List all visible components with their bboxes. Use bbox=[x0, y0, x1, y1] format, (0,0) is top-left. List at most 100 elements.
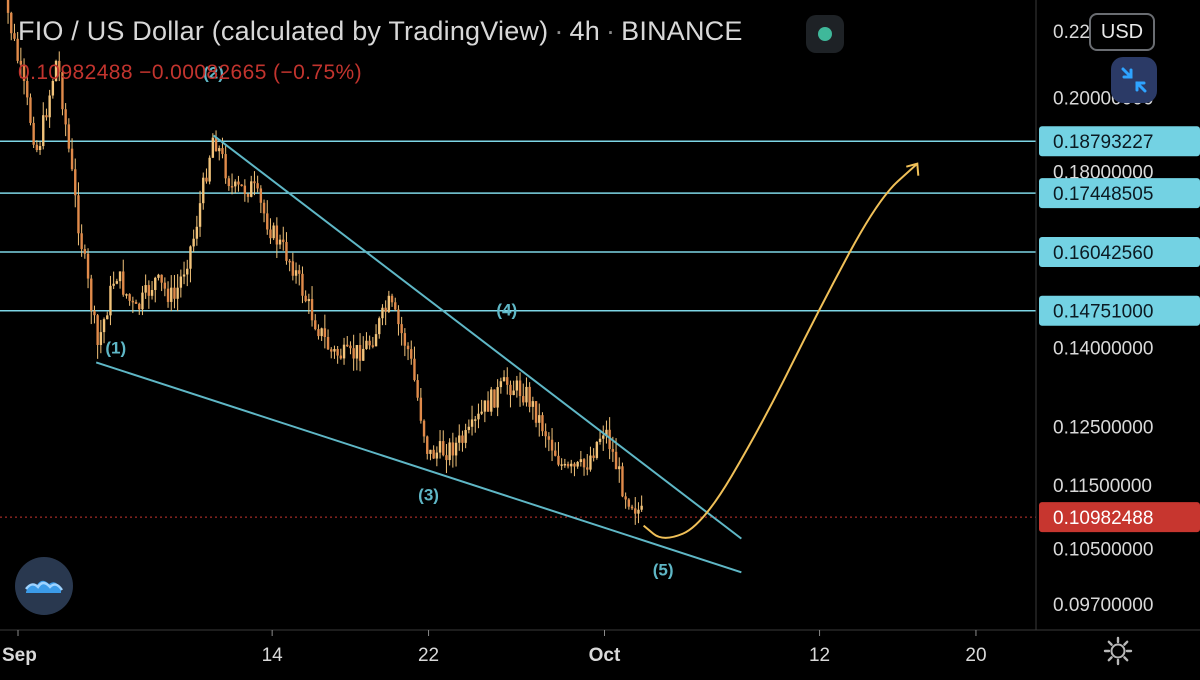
time-axis[interactable]: Sep 14 22 Oct 12 20 bbox=[0, 629, 1200, 666]
candle-body bbox=[413, 358, 416, 381]
candle-body bbox=[480, 411, 483, 414]
candle-body bbox=[86, 253, 90, 279]
candle-body bbox=[602, 435, 605, 439]
candle-body bbox=[288, 260, 291, 263]
candle-body bbox=[518, 380, 522, 397]
market-status-icon[interactable] bbox=[806, 15, 844, 53]
symbol-title[interactable]: FIO / US Dollar (calculated by TradingVi… bbox=[18, 16, 549, 46]
candle-body bbox=[6, 0, 10, 13]
candle-body bbox=[51, 81, 55, 96]
candle-body bbox=[240, 184, 243, 187]
candle-body bbox=[256, 183, 259, 189]
candle-body bbox=[253, 181, 256, 184]
candle-body bbox=[406, 345, 410, 350]
candle-body bbox=[99, 332, 103, 345]
candle-body bbox=[176, 287, 179, 299]
candle-body bbox=[336, 349, 339, 356]
candle-body bbox=[579, 459, 583, 462]
time-tick-label: 22 bbox=[418, 645, 439, 666]
candle-body bbox=[586, 467, 589, 470]
candle-body bbox=[502, 377, 506, 382]
candle-body bbox=[189, 246, 192, 269]
price-change-line: 0.10982488 −0.00082665 (−0.75%) bbox=[18, 61, 363, 84]
wave-label: (4) bbox=[496, 301, 517, 320]
candle-body bbox=[374, 334, 378, 347]
candle-body bbox=[29, 97, 32, 123]
level-price-label: 0.18793227 bbox=[1053, 132, 1153, 153]
candle-body bbox=[96, 315, 99, 345]
candle-body bbox=[387, 295, 391, 312]
candle-body bbox=[403, 333, 407, 346]
candle-body bbox=[544, 431, 547, 437]
time-tick-label: 20 bbox=[965, 645, 986, 666]
candle-body bbox=[589, 455, 592, 470]
candle-body bbox=[630, 506, 634, 509]
candle-body bbox=[634, 508, 637, 514]
candle-body bbox=[358, 344, 362, 361]
candle-body bbox=[416, 380, 419, 398]
candle-body bbox=[538, 415, 541, 423]
currency-button[interactable]: USD bbox=[1089, 13, 1155, 51]
candle-body bbox=[442, 441, 445, 456]
candle-body bbox=[122, 271, 125, 295]
candle-body bbox=[640, 505, 643, 510]
wave-label: (2) bbox=[203, 64, 224, 83]
candle-body bbox=[307, 299, 311, 302]
candle-body bbox=[182, 274, 186, 277]
last-price-tag bbox=[1039, 502, 1200, 533]
candle-body bbox=[384, 307, 387, 312]
candle-body bbox=[35, 144, 39, 151]
candle-body bbox=[179, 276, 183, 288]
gear-icon[interactable] bbox=[1103, 636, 1133, 666]
candle-body bbox=[323, 328, 327, 337]
interval-label[interactable]: 4h bbox=[569, 16, 600, 46]
candle-body bbox=[390, 295, 394, 303]
candle-body bbox=[77, 195, 80, 234]
wave-labels: (1) (2) (3) (4) (5) bbox=[105, 64, 673, 580]
candle-body bbox=[173, 287, 176, 299]
candle-body bbox=[157, 274, 160, 278]
candle-body bbox=[64, 109, 67, 125]
candle-body bbox=[166, 288, 170, 302]
candle-body bbox=[451, 442, 455, 456]
candle-body bbox=[422, 420, 426, 437]
candle-body bbox=[627, 499, 631, 507]
candle-body bbox=[16, 38, 19, 61]
candle-body bbox=[426, 436, 429, 454]
time-tick-label: 12 bbox=[809, 645, 830, 666]
candle-body bbox=[410, 349, 413, 359]
candle-body bbox=[605, 429, 608, 436]
price-tick-label: 0.09700000 bbox=[1053, 595, 1153, 616]
horizontal-levels bbox=[0, 140, 1036, 518]
candle-body bbox=[269, 229, 272, 239]
candle-body bbox=[355, 344, 359, 359]
candle-body bbox=[141, 292, 144, 310]
time-tick-label: Oct bbox=[589, 645, 621, 666]
candle-body bbox=[262, 202, 266, 214]
candle-body bbox=[618, 466, 621, 470]
candle-body bbox=[458, 435, 461, 443]
candle-body bbox=[10, 12, 13, 34]
time-tick-label: 14 bbox=[262, 645, 284, 666]
candle-body bbox=[45, 115, 48, 118]
candle-body bbox=[470, 419, 474, 427]
time-tick-label: Sep bbox=[2, 645, 37, 666]
candle-body bbox=[102, 319, 106, 333]
candle-body bbox=[32, 122, 35, 145]
candle-body bbox=[298, 270, 301, 274]
candle-body bbox=[349, 345, 352, 349]
candle-body bbox=[467, 426, 471, 431]
candle-body bbox=[582, 459, 586, 468]
candle-body bbox=[301, 273, 304, 296]
candle-body bbox=[112, 283, 115, 286]
tradingview-logo-icon[interactable] bbox=[15, 557, 73, 615]
candle-body bbox=[83, 249, 87, 254]
candle-body bbox=[352, 348, 355, 359]
candle-body bbox=[61, 71, 64, 110]
candle-body bbox=[294, 270, 298, 276]
collapse-arrows-icon[interactable] bbox=[1111, 57, 1157, 103]
candle-body bbox=[150, 290, 154, 296]
candle-body bbox=[576, 461, 579, 467]
